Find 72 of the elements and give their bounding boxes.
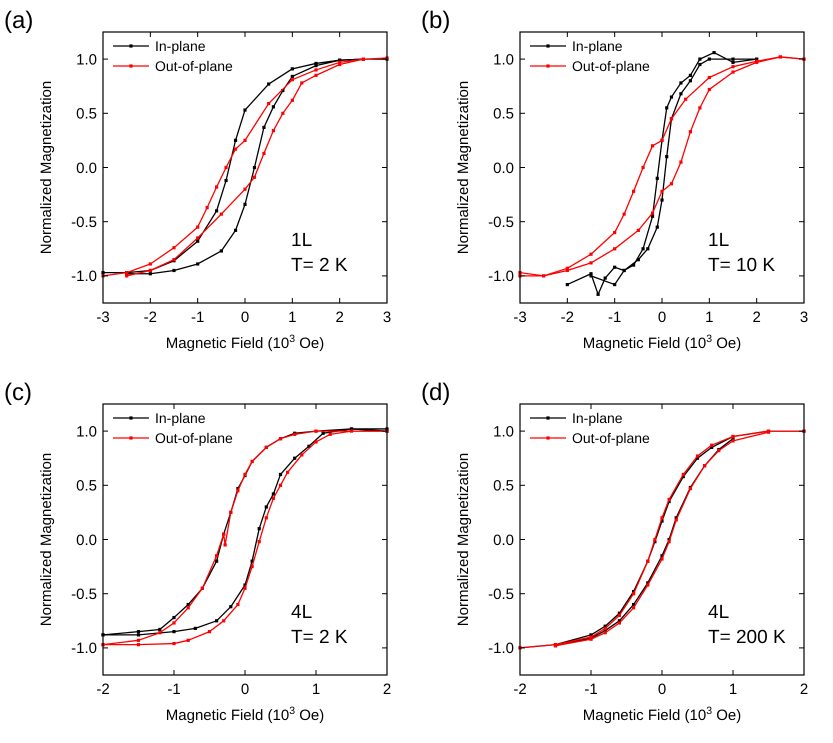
y-tick-label: 0.5	[493, 478, 514, 495]
y-tick-label: -1.0	[488, 268, 514, 286]
x-tick-label: 3	[800, 309, 808, 326]
x-tick-label: 2	[800, 681, 808, 698]
annotation: 4L	[291, 602, 312, 623]
chart-title: (c)	[4, 379, 32, 406]
y-tick-label: 1.0	[493, 51, 514, 68]
y-tick-label: 0.5	[76, 478, 97, 495]
annotation: 1L	[291, 230, 312, 251]
x-tick-label: 2	[382, 681, 392, 698]
x-axis-title: Magnetic Field (10$^{3}$ Oe)	[166, 705, 324, 724]
y-tick-label: 0.0	[493, 160, 514, 177]
legend-label: In-plane	[155, 410, 206, 426]
x-tick-label: 0	[240, 681, 250, 698]
x-tick-label: -2	[513, 681, 527, 698]
legend-label: In-plane	[572, 410, 623, 426]
y-tick-label: 0.0	[493, 532, 514, 549]
x-tick-label: -1	[584, 681, 598, 698]
chart-title: (a)	[4, 7, 34, 34]
x-tick-label: 0	[240, 309, 250, 326]
legend-label: Out-of-plane	[155, 430, 234, 446]
x-axis-title: Magnetic Field (10$^{3}$ Oe)	[582, 333, 742, 352]
x-tick-label: 1	[288, 309, 297, 326]
x-tick-label: 3	[382, 309, 392, 326]
y-axis-title: Normalized Magnetization	[38, 80, 55, 254]
y-axis-title: Normalized Magnetization	[38, 452, 55, 626]
y-tick-label: 1.0	[493, 423, 514, 440]
y-tick-label: 0.0	[76, 532, 97, 549]
x-tick-label: 0	[658, 309, 666, 326]
annotation: T= 10 K	[708, 255, 776, 276]
x-tick-label: 1	[728, 681, 738, 698]
legend-label: Out-of-plane	[572, 430, 650, 446]
y-axis-title: Normalized Magnetization	[455, 452, 472, 626]
annotation: 4L	[708, 602, 730, 623]
y-tick-label: -1.0	[488, 640, 514, 658]
x-axis-title: Magnetic Field (10$^{3}$ Oe)	[582, 705, 742, 724]
y-tick-label: -0.5	[71, 586, 97, 603]
x-tick-label: -2	[144, 309, 158, 326]
y-tick-label: 0.5	[493, 106, 514, 123]
x-tick-label: -1	[167, 681, 181, 698]
x-tick-label: -2	[560, 309, 574, 326]
y-tick-label: 1.0	[76, 51, 97, 68]
x-tick-label: 1	[312, 681, 320, 698]
x-tick-label: 0	[658, 681, 666, 698]
chart-title: (d)	[421, 379, 450, 406]
x-tick-label: -2	[96, 681, 110, 698]
x-tick-label: 1	[705, 309, 714, 326]
x-tick-label: -1	[190, 309, 204, 326]
annotation: 1L	[708, 230, 730, 251]
legend-label: In-plane	[155, 38, 206, 54]
x-tick-label: -3	[96, 309, 110, 326]
annotation: T= 2 K	[291, 255, 348, 276]
x-tick-label: -1	[608, 309, 622, 326]
y-tick-label: -1.0	[71, 640, 97, 658]
y-tick-label: 0.5	[76, 106, 97, 123]
legend-label: Out-of-plane	[572, 58, 650, 74]
x-tick-label: 2	[335, 309, 344, 326]
annotation: T= 2 K	[291, 627, 348, 648]
legend-label: In-plane	[572, 38, 623, 54]
x-tick-label: -3	[513, 309, 527, 326]
y-tick-label: -0.5	[71, 214, 97, 231]
legend-label: Out-of-plane	[155, 58, 234, 74]
y-tick-label: -1.0	[71, 268, 97, 286]
y-axis-title: Normalized Magnetization	[455, 80, 472, 254]
x-tick-label: 2	[752, 309, 761, 326]
chart-title: (b)	[421, 7, 450, 34]
y-tick-label: 1.0	[76, 423, 97, 440]
annotation: T= 200 K	[708, 627, 786, 648]
y-tick-label: -0.5	[488, 586, 514, 603]
y-tick-label: -0.5	[488, 214, 514, 231]
y-tick-label: 0.0	[76, 160, 97, 177]
x-axis-title: Magnetic Field (10$^{3}$ Oe)	[166, 333, 324, 352]
